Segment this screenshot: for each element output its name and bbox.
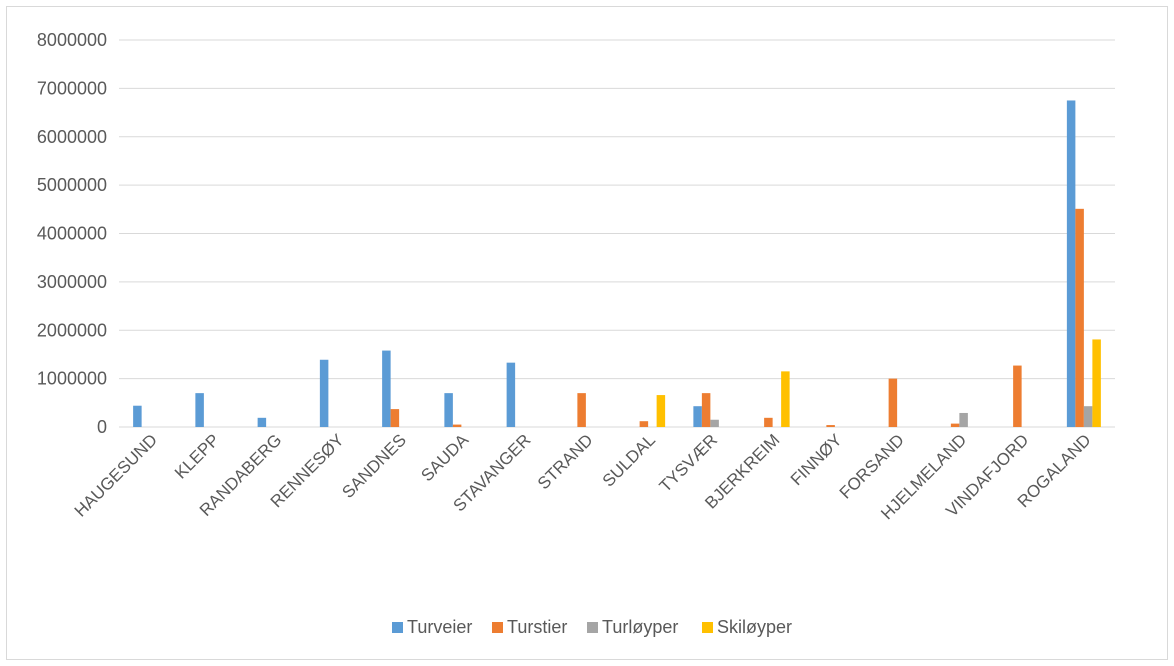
y-tick-label: 5000000 [37,175,107,195]
bar-turveier-6 [506,362,516,427]
bar-turveier-1 [195,393,204,427]
bar-turveier-5 [444,393,453,427]
bar-skiløyper-8 [656,395,666,427]
legend-swatch [392,622,403,633]
legend-label: Skiløyper [717,617,792,637]
x-tick-label: SULDAL [599,430,659,490]
legend-item-turveier: Turveier [392,617,472,637]
y-tick-label: 3000000 [37,272,107,292]
bar-turstier-5 [452,424,462,427]
x-tick-label: SANDNES [338,430,410,502]
y-tick-label: 8000000 [37,30,107,50]
legend-swatch [587,622,598,633]
legend-swatch [702,622,713,633]
bar-turstier-12 [888,378,898,427]
legend-swatch [492,622,503,633]
x-tick-label: SAUDA [417,430,472,485]
legend-item-skiløyper: Skiløyper [702,617,792,637]
bar-turstier-9 [701,393,711,427]
x-tick-label: TYSVÆR [656,430,722,496]
legend-item-turløyper: Turløyper [587,617,678,637]
bar-turstier-7 [577,393,586,427]
x-tick-label: KLEPP [171,430,223,482]
legend-label: Turveier [407,617,472,637]
bar-turveier-15 [1066,100,1076,427]
y-tick-label: 2000000 [37,320,107,340]
bar-turveier-3 [319,359,329,427]
bar-turstier-15 [1075,208,1084,427]
bar-turveier-0 [133,405,142,427]
legend-item-turstier: Turstier [492,617,567,637]
bar-turstier-11 [826,425,835,427]
x-tick-label: FINNØY [787,430,846,489]
bar-turveier-9 [693,406,702,427]
y-tick-label: 0 [97,417,107,437]
x-tick-label: HAUGESUND [71,430,161,520]
y-tick-label: 1000000 [37,369,107,389]
bar-turveier-4 [382,350,391,427]
bar-skiløyper-10 [781,371,790,427]
bar-turstier-10 [764,417,773,427]
bar-skiløyper-15 [1092,339,1101,427]
bar-turstier-13 [950,423,960,427]
y-tick-label: 4000000 [37,224,107,244]
x-tick-label: STRAND [534,430,597,493]
y-tick-label: 6000000 [37,127,107,147]
legend-label: Turløyper [602,617,678,637]
legend-label: Turstier [507,617,567,637]
bar-turløyper-13 [959,412,968,427]
y-tick-label: 7000000 [37,78,107,98]
bar-turstier-8 [639,421,649,427]
bar-turløyper-15 [1083,406,1093,427]
bar-turveier-2 [257,417,267,427]
chart-frame [6,6,1168,660]
bar-turstier-14 [1013,365,1022,427]
bar-turstier-4 [390,409,400,427]
bar-turløyper-9 [710,419,719,427]
